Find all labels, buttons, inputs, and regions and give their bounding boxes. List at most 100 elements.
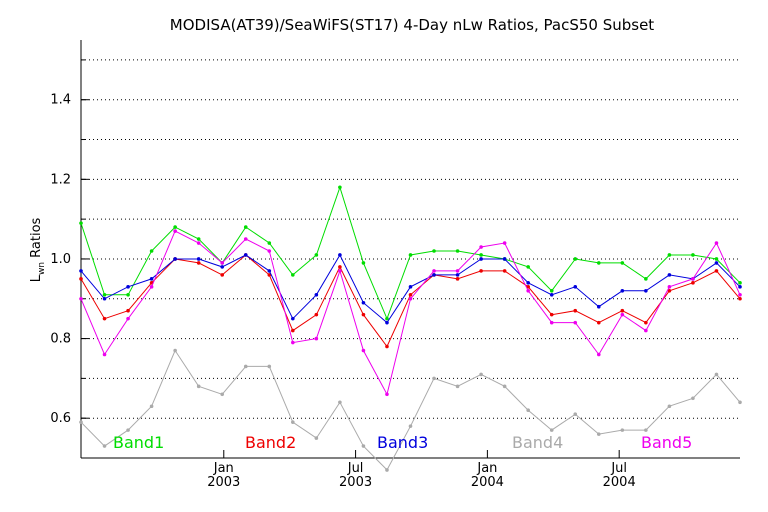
- data-point: [102, 444, 107, 448]
- data-point: [338, 265, 342, 269]
- x-tick-label: Jul: [347, 461, 364, 476]
- data-point: [691, 396, 695, 401]
- data-point: [338, 185, 342, 190]
- data-point: [291, 340, 295, 345]
- y-tick-label: 0.6: [50, 411, 71, 426]
- data-point: [455, 249, 460, 253]
- data-point: [267, 241, 272, 245]
- x-tick-year: 2004: [603, 475, 636, 490]
- series-band4: [79, 348, 742, 472]
- data-point: [455, 273, 460, 277]
- data-point: [338, 269, 342, 273]
- data-point: [573, 412, 578, 417]
- data-point: [385, 320, 389, 325]
- data-point: [126, 285, 130, 289]
- data-point: [738, 296, 742, 301]
- data-point: [549, 428, 554, 432]
- data-point: [243, 237, 248, 241]
- data-point: [196, 257, 201, 261]
- x-tick-label: Jan: [476, 461, 497, 476]
- data-point: [408, 285, 413, 289]
- data-point: [644, 428, 648, 432]
- data-point: [573, 308, 578, 313]
- data-point: [479, 257, 483, 261]
- data-point: [385, 344, 389, 349]
- data-point: [644, 320, 648, 325]
- data-point: [291, 316, 295, 321]
- y-axis-label-rest: Ratios: [29, 217, 44, 262]
- data-point: [79, 221, 83, 225]
- data-point: [479, 245, 483, 249]
- data-point: [361, 348, 366, 353]
- data-point: [126, 308, 130, 313]
- data-point: [738, 400, 742, 405]
- y-tick-label: 1.4: [50, 93, 71, 108]
- x-tick-label: Jan: [213, 461, 234, 476]
- data-point: [408, 296, 413, 301]
- data-point: [667, 273, 672, 277]
- data-point: [596, 304, 601, 309]
- data-point: [196, 241, 201, 245]
- data-point: [243, 364, 248, 369]
- grid-lines: [81, 59, 740, 419]
- data-point: [714, 261, 719, 265]
- data-point: [714, 241, 719, 245]
- legend-band3: Band3: [377, 433, 428, 452]
- data-point: [243, 225, 248, 229]
- data-point: [243, 253, 248, 257]
- y-axis-label-sub: wn: [37, 262, 47, 275]
- y-axis-label: Lwn Ratios: [29, 217, 47, 282]
- data-point: [408, 253, 413, 257]
- data-point: [361, 444, 366, 448]
- data-point: [549, 320, 554, 325]
- data-point: [479, 269, 483, 273]
- series-band5: [79, 229, 742, 397]
- data-point: [149, 249, 154, 253]
- data-point: [714, 269, 719, 273]
- data-point: [432, 249, 436, 253]
- data-point: [338, 400, 342, 405]
- data-point: [196, 237, 201, 241]
- data-point: [620, 428, 625, 432]
- x-tick-year: 2003: [339, 475, 372, 490]
- data-point: [502, 384, 507, 389]
- data-point: [408, 424, 413, 428]
- data-point: [667, 404, 672, 409]
- data-point: [526, 265, 530, 269]
- data-point: [738, 285, 742, 289]
- data-point: [502, 269, 507, 273]
- y-tick-label: 1.2: [50, 172, 71, 187]
- data-point: [526, 289, 530, 293]
- data-point: [620, 308, 625, 313]
- data-point: [573, 257, 578, 261]
- data-point: [102, 316, 107, 321]
- data-point: [220, 273, 225, 277]
- data-point: [667, 289, 672, 293]
- data-point: [79, 296, 83, 301]
- y-tick-label: 1.0: [50, 252, 71, 267]
- y-tick-label: 0.8: [50, 332, 71, 347]
- data-point: [291, 328, 295, 333]
- data-point: [314, 253, 319, 257]
- data-point: [385, 316, 389, 321]
- data-point: [314, 436, 319, 440]
- data-point: [385, 468, 389, 472]
- data-point: [291, 420, 295, 424]
- data-point: [361, 300, 366, 305]
- data-point: [714, 372, 719, 377]
- data-point: [314, 292, 319, 297]
- data-point: [526, 281, 530, 285]
- data-point: [667, 253, 672, 257]
- data-point: [620, 312, 625, 317]
- data-point: [408, 292, 413, 297]
- legend-band4: Band4: [512, 433, 563, 452]
- data-point: [385, 392, 389, 397]
- data-point: [667, 285, 672, 289]
- data-point: [102, 292, 107, 297]
- x-tick-label: Jul: [610, 461, 627, 476]
- data-point: [314, 336, 319, 341]
- data-point: [549, 312, 554, 317]
- data-point: [196, 384, 201, 389]
- data-point: [126, 316, 130, 321]
- y-axis-label-main: L: [29, 274, 44, 282]
